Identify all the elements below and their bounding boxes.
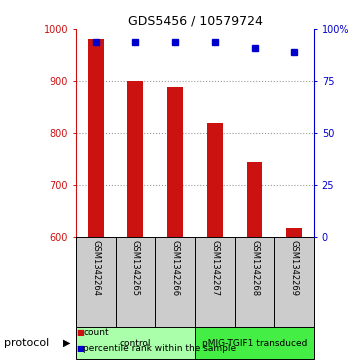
Text: count: count — [83, 328, 109, 337]
Bar — [167, 87, 183, 237]
Bar — [127, 81, 143, 237]
Text: ▶: ▶ — [63, 338, 71, 348]
Bar — [207, 123, 223, 237]
Text: protocol: protocol — [4, 338, 49, 348]
Text: percentile rank within the sample: percentile rank within the sample — [83, 344, 236, 353]
Text: GSM1342268: GSM1342268 — [250, 240, 259, 296]
Text: GSM1342266: GSM1342266 — [171, 240, 179, 296]
Bar — [88, 40, 104, 237]
Text: ■: ■ — [76, 328, 84, 337]
Bar — [247, 162, 262, 237]
Title: GDS5456 / 10579724: GDS5456 / 10579724 — [127, 15, 262, 28]
Text: GSM1342269: GSM1342269 — [290, 240, 299, 296]
Text: pMIG-TGIF1 transduced: pMIG-TGIF1 transduced — [202, 339, 307, 347]
Bar — [195, 327, 314, 359]
Text: GSM1342265: GSM1342265 — [131, 240, 140, 296]
Bar — [76, 327, 195, 359]
Bar — [286, 228, 302, 237]
Text: GSM1342267: GSM1342267 — [210, 240, 219, 296]
Text: GSM1342264: GSM1342264 — [91, 240, 100, 296]
Text: control: control — [119, 339, 151, 347]
Text: ■: ■ — [76, 344, 84, 353]
